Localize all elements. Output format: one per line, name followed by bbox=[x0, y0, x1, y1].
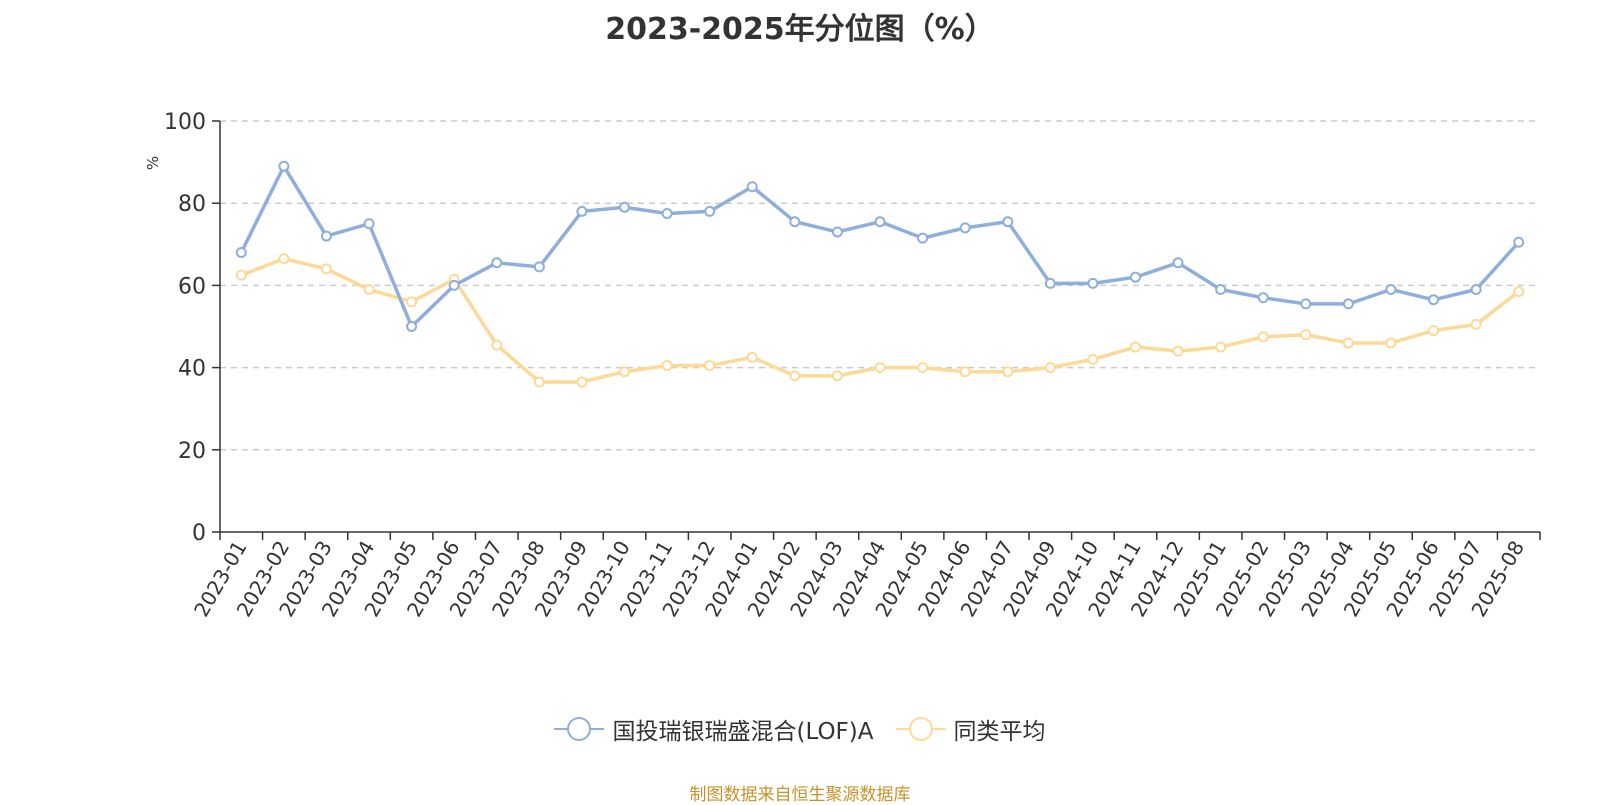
data-point-series-1 bbox=[1300, 298, 1312, 310]
data-point-series-1 bbox=[704, 205, 716, 217]
grid-lines bbox=[220, 120, 1540, 451]
chart-title: 2023-2025年分位图（%） bbox=[605, 12, 995, 47]
legend: 国投瑞银瑞盛混合(LOF)A 同类平均 bbox=[0, 712, 1600, 746]
data-point-series-1 bbox=[1215, 284, 1227, 296]
data-point-series-2 bbox=[363, 284, 375, 296]
legend-label-series-2: 同类平均 bbox=[953, 719, 1046, 745]
y-axis-label: % bbox=[144, 156, 162, 170]
y-tick-label: 100 bbox=[164, 110, 206, 135]
data-point-series-1 bbox=[874, 216, 886, 228]
data-point-series-1 bbox=[1002, 216, 1014, 228]
data-point-series-2 bbox=[789, 370, 801, 382]
data-point-series-2 bbox=[959, 366, 971, 378]
data-point-series-2 bbox=[1002, 366, 1014, 378]
data-point-series-1 bbox=[831, 226, 843, 238]
data-point-series-2 bbox=[619, 366, 631, 378]
data-point-series-2 bbox=[278, 253, 290, 265]
data-point-series-2 bbox=[1215, 341, 1227, 353]
legend-marker-series-2 bbox=[895, 717, 946, 741]
data-point-series-1 bbox=[1470, 284, 1482, 296]
data-point-series-2 bbox=[1342, 337, 1354, 349]
data-point-series-1 bbox=[320, 230, 332, 242]
data-point-series-1 bbox=[1087, 277, 1099, 289]
data-point-series-1 bbox=[1129, 271, 1141, 283]
data-point-series-2 bbox=[1044, 362, 1056, 374]
data-point-series-2 bbox=[1470, 318, 1482, 330]
data-point-series-1 bbox=[235, 247, 247, 259]
data-point-series-2 bbox=[491, 339, 503, 351]
data-point-series-2 bbox=[874, 362, 886, 374]
y-tick-label: 40 bbox=[178, 357, 206, 382]
data-point-series-1 bbox=[1428, 294, 1440, 306]
data-point-series-1 bbox=[959, 222, 971, 234]
y-tick-label: 60 bbox=[178, 274, 206, 299]
data-point-series-1 bbox=[278, 160, 290, 172]
data-point-series-2 bbox=[1428, 325, 1440, 337]
data-point-series-2 bbox=[1385, 337, 1397, 349]
data-point-series-1 bbox=[1385, 284, 1397, 296]
data-point-series-2 bbox=[1257, 331, 1269, 343]
data-point-series-2 bbox=[406, 296, 418, 308]
data-point-series-2 bbox=[704, 360, 716, 372]
data-point-series-1 bbox=[661, 207, 673, 219]
data-point-series-1 bbox=[448, 279, 460, 291]
data-point-series-1 bbox=[789, 216, 801, 228]
data-point-series-1 bbox=[406, 321, 418, 332]
data-point-series-2 bbox=[661, 360, 673, 372]
data-point-series-1 bbox=[1342, 298, 1354, 310]
data-point-series-2 bbox=[1513, 286, 1525, 298]
data-point-series-2 bbox=[576, 376, 588, 388]
data-point-series-1 bbox=[576, 205, 588, 217]
legend-label-series-1: 国投瑞银瑞盛混合(LOF)A bbox=[612, 719, 874, 745]
data-point-series-2 bbox=[1172, 345, 1184, 357]
data-point-series-2 bbox=[1129, 341, 1141, 353]
data-point-series-1 bbox=[746, 181, 758, 193]
data-point-series-2 bbox=[1300, 329, 1312, 341]
data-point-series-1 bbox=[533, 261, 545, 273]
axes: 0204060801002023-012023-022023-032023-04… bbox=[164, 110, 1541, 621]
data-point-series-1 bbox=[1172, 257, 1184, 269]
data-point-series-1 bbox=[363, 218, 375, 230]
series-line-1 bbox=[239, 164, 1521, 329]
data-point-series-1 bbox=[491, 257, 503, 269]
data-point-series-1 bbox=[619, 201, 631, 213]
data-point-series-2 bbox=[831, 370, 843, 382]
y-tick-label: 0 bbox=[192, 521, 206, 546]
data-point-series-1 bbox=[1044, 277, 1056, 289]
data-point-series-2 bbox=[1087, 353, 1099, 365]
data-point-series-2 bbox=[917, 362, 929, 374]
data-point-series-1 bbox=[1513, 236, 1525, 248]
y-tick-label: 80 bbox=[178, 192, 206, 217]
data-point-series-1 bbox=[917, 232, 929, 244]
legend-marker-series-1 bbox=[554, 717, 605, 741]
data-point-series-2 bbox=[235, 269, 247, 281]
data-point-series-2 bbox=[533, 376, 545, 388]
legend-item-series-2[interactable]: 同类平均 bbox=[895, 712, 1046, 746]
y-tick-label: 20 bbox=[178, 439, 206, 464]
data-point-series-1 bbox=[1257, 292, 1269, 304]
data-point-series-2 bbox=[746, 351, 758, 363]
source-note: 制图数据来自恒生聚源数据库 bbox=[689, 785, 911, 805]
legend-item-series-1[interactable]: 国投瑞银瑞盛混合(LOF)A bbox=[554, 712, 874, 746]
data-point-series-2 bbox=[320, 263, 332, 275]
series-layer bbox=[235, 160, 1525, 388]
